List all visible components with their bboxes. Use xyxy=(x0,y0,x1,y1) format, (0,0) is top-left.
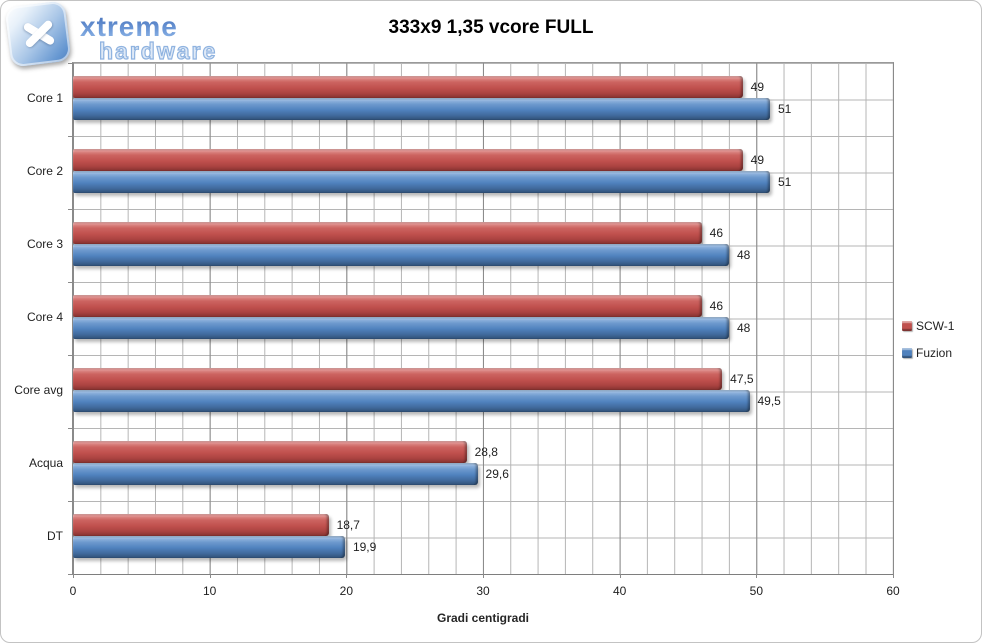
category-label-acqua: Acqua xyxy=(28,456,63,470)
legend-entry-scw-1: SCW-1 xyxy=(902,318,954,334)
value-label-fuzion-acqua: 29,6 xyxy=(485,467,509,481)
bar-scw-1-core-3 xyxy=(73,222,702,244)
value-label-scw-1-core-3: 46 xyxy=(709,226,724,240)
value-label-scw-1-core-1: 49 xyxy=(750,80,765,94)
bar-scw-1-core-4 xyxy=(73,295,702,317)
value-label-fuzion-core-2: 51 xyxy=(778,175,792,189)
value-label-fuzion-core-1: 51 xyxy=(778,102,792,116)
value-axis-tick xyxy=(893,574,894,578)
value-label-fuzion-core-4: 48 xyxy=(737,321,751,335)
value-label-fuzion-core-3: 48 xyxy=(737,248,751,262)
x-tick-label-30: 30 xyxy=(476,584,490,598)
value-axis-tick xyxy=(756,574,758,578)
x-tick-label-0: 0 xyxy=(69,584,77,598)
x-tick-label-40: 40 xyxy=(612,584,627,598)
bar-scw-1-core-1 xyxy=(73,76,743,98)
x-axis-title: Gradi centigradi xyxy=(436,611,530,625)
x-tick-label-20: 20 xyxy=(339,584,353,598)
category-label-dt: DT xyxy=(47,529,63,543)
legend: SCW-1 Fuzion xyxy=(902,318,954,361)
x-tick-label-50: 50 xyxy=(749,584,763,598)
x-tick-label-10: 10 xyxy=(202,584,217,598)
category-axis-tick xyxy=(68,428,73,429)
value-label-scw-1-core-4: 46 xyxy=(709,299,724,313)
bar-fuzion-core-1 xyxy=(73,98,770,120)
legend-label-scw-1: SCW-1 xyxy=(916,319,955,333)
value-label-fuzion-dt: 19,9 xyxy=(352,540,377,554)
category-label-core-avg: Core avg xyxy=(14,383,63,397)
bar-fuzion-core-3 xyxy=(73,244,729,266)
value-axis-tick xyxy=(619,574,621,578)
value-label-scw-1-dt: 18,7 xyxy=(336,518,360,532)
value-label-scw-1-core-2: 49 xyxy=(750,153,765,167)
bar-fuzion-core-avg xyxy=(73,390,750,412)
category-axis-tick xyxy=(68,574,73,575)
chart-title: 333x9 1,35 vcore FULL xyxy=(388,17,594,38)
category-axis-tick xyxy=(68,355,73,356)
brand-name-xtreme: xtreme xyxy=(80,11,178,42)
value-axis-tick xyxy=(346,574,348,578)
value-label-scw-1-core-avg: 47,5 xyxy=(730,372,754,386)
bar-scw-1-core-2 xyxy=(73,149,743,171)
plot-area: 49 51 49 51 46 48 46 48 47,5 49,5 28,8 29,6 18,7 19,9 xyxy=(68,62,894,575)
bar-fuzion-dt xyxy=(73,536,345,558)
bar-fuzion-core-4 xyxy=(73,317,729,339)
bar-fuzion-core-2 xyxy=(73,171,770,193)
value-label-fuzion-core-avg: 49,5 xyxy=(757,394,781,408)
category-axis-tick xyxy=(68,63,73,64)
bar-scw-1-acqua xyxy=(73,441,467,463)
legend-entry-fuzion: Fuzion xyxy=(902,345,954,361)
category-axis-tick xyxy=(68,282,73,283)
category-label-core-1: Core 1 xyxy=(26,91,63,105)
bar-fuzion-acqua xyxy=(73,463,478,485)
category-axis-tick xyxy=(68,209,73,210)
legend-swatch-fuzion xyxy=(902,348,912,358)
x-tick-label-60: 60 xyxy=(886,584,900,598)
category-label-core-2: Core 2 xyxy=(26,164,63,178)
brand-name-hardware: hardware xyxy=(98,37,218,64)
bar-scw-1-core-avg xyxy=(73,368,723,390)
legend-swatch-scw-1 xyxy=(902,321,912,331)
value-axis-tick xyxy=(209,574,211,578)
value-axis-tick xyxy=(483,574,484,578)
category-label-core-4: Core 4 xyxy=(26,310,63,324)
legend-label-fuzion: Fuzion xyxy=(916,346,953,360)
category-axis-tick xyxy=(68,136,73,137)
bar-scw-1-dt xyxy=(73,514,329,536)
value-label-scw-1-acqua: 28,8 xyxy=(474,445,498,459)
category-axis-tick xyxy=(68,501,73,502)
category-label-core-3: Core 3 xyxy=(26,237,63,251)
value-axis-tick xyxy=(73,574,74,578)
